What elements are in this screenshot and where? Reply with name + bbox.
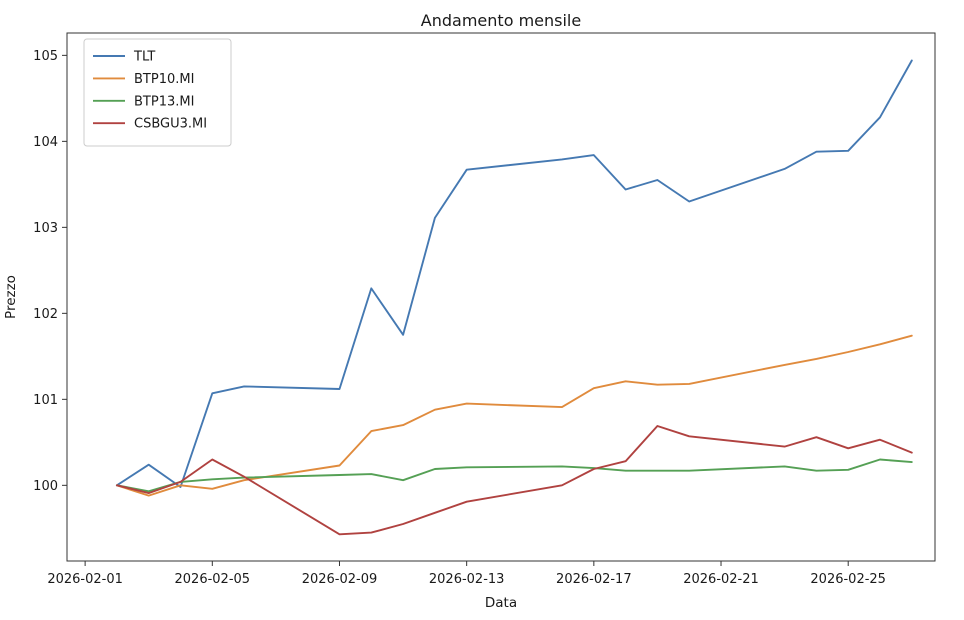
y-tick-label: 100 bbox=[33, 479, 58, 494]
series-line-BTP13.MI bbox=[115, 458, 913, 493]
x-tick-label: 2026-02-01 bbox=[47, 572, 123, 587]
series-line-CSBGU3.MI bbox=[115, 425, 913, 536]
series-lines bbox=[115, 59, 913, 536]
y-axis-ticks: 100 101 102 103 104 105 bbox=[33, 49, 67, 494]
y-tick-label: 105 bbox=[33, 49, 58, 64]
plot-area bbox=[66, 32, 936, 562]
legend-label-BTP13.MI: BTP13.MI bbox=[134, 94, 194, 109]
series-line-BTP10.MI bbox=[115, 334, 913, 497]
x-tick-label: 2026-02-17 bbox=[556, 572, 632, 587]
y-tick-label: 103 bbox=[33, 221, 58, 236]
y-axis-label: Prezzo bbox=[3, 275, 19, 319]
x-axis-label: Data bbox=[485, 595, 517, 611]
y-tick-label: 101 bbox=[33, 393, 58, 408]
legend-label-CSBGU3.MI: CSBGU3.MI bbox=[134, 117, 207, 132]
x-tick-label: 2026-02-05 bbox=[175, 572, 251, 587]
y-tick-label: 104 bbox=[33, 135, 58, 150]
x-tick-label: 2026-02-21 bbox=[683, 572, 759, 587]
x-tick-label: 2026-02-13 bbox=[429, 572, 505, 587]
x-tick-label: 2026-02-09 bbox=[302, 572, 378, 587]
legend-box bbox=[83, 38, 232, 147]
chart-title: Andamento mensile bbox=[421, 11, 581, 30]
x-axis-ticks: 2026-02-01 2026-02-05 2026-02-09 2026-02-13… bbox=[47, 561, 886, 587]
x-tick-label: 2026-02-25 bbox=[810, 572, 886, 587]
series-line-TLT bbox=[115, 59, 913, 488]
legend-label-BTP10.MI: BTP10.MI bbox=[134, 72, 194, 87]
y-tick-label: 102 bbox=[33, 307, 58, 322]
legend-label-TLT: TLT bbox=[133, 50, 155, 65]
legend: TLT BTP10.MI BTP13.MI CSBGU3.MI bbox=[83, 38, 232, 147]
